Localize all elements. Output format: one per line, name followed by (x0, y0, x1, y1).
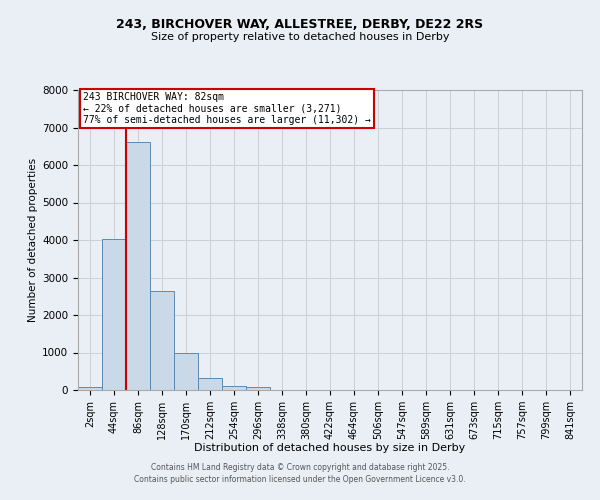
Text: 243, BIRCHOVER WAY, ALLESTREE, DERBY, DE22 2RS: 243, BIRCHOVER WAY, ALLESTREE, DERBY, DE… (116, 18, 484, 30)
Y-axis label: Number of detached properties: Number of detached properties (28, 158, 38, 322)
Bar (150, 290, 174, 390)
Bar (174, 352, 198, 390)
Bar (78, 388, 102, 390)
Bar (222, 386, 246, 390)
Bar (126, 142, 150, 390)
Text: 243 BIRCHOVER WAY: 82sqm
← 22% of detached houses are smaller (3,271)
77% of sem: 243 BIRCHOVER WAY: 82sqm ← 22% of detach… (83, 92, 371, 124)
Bar (102, 239, 126, 390)
Text: Contains HM Land Registry data © Crown copyright and database right 2025.: Contains HM Land Registry data © Crown c… (151, 464, 449, 472)
Text: Contains public sector information licensed under the Open Government Licence v3: Contains public sector information licen… (134, 475, 466, 484)
Bar (246, 388, 270, 390)
Text: Size of property relative to detached houses in Derby: Size of property relative to detached ho… (151, 32, 449, 42)
X-axis label: Distribution of detached houses by size in Derby: Distribution of detached houses by size … (194, 444, 466, 454)
Bar (198, 378, 222, 390)
